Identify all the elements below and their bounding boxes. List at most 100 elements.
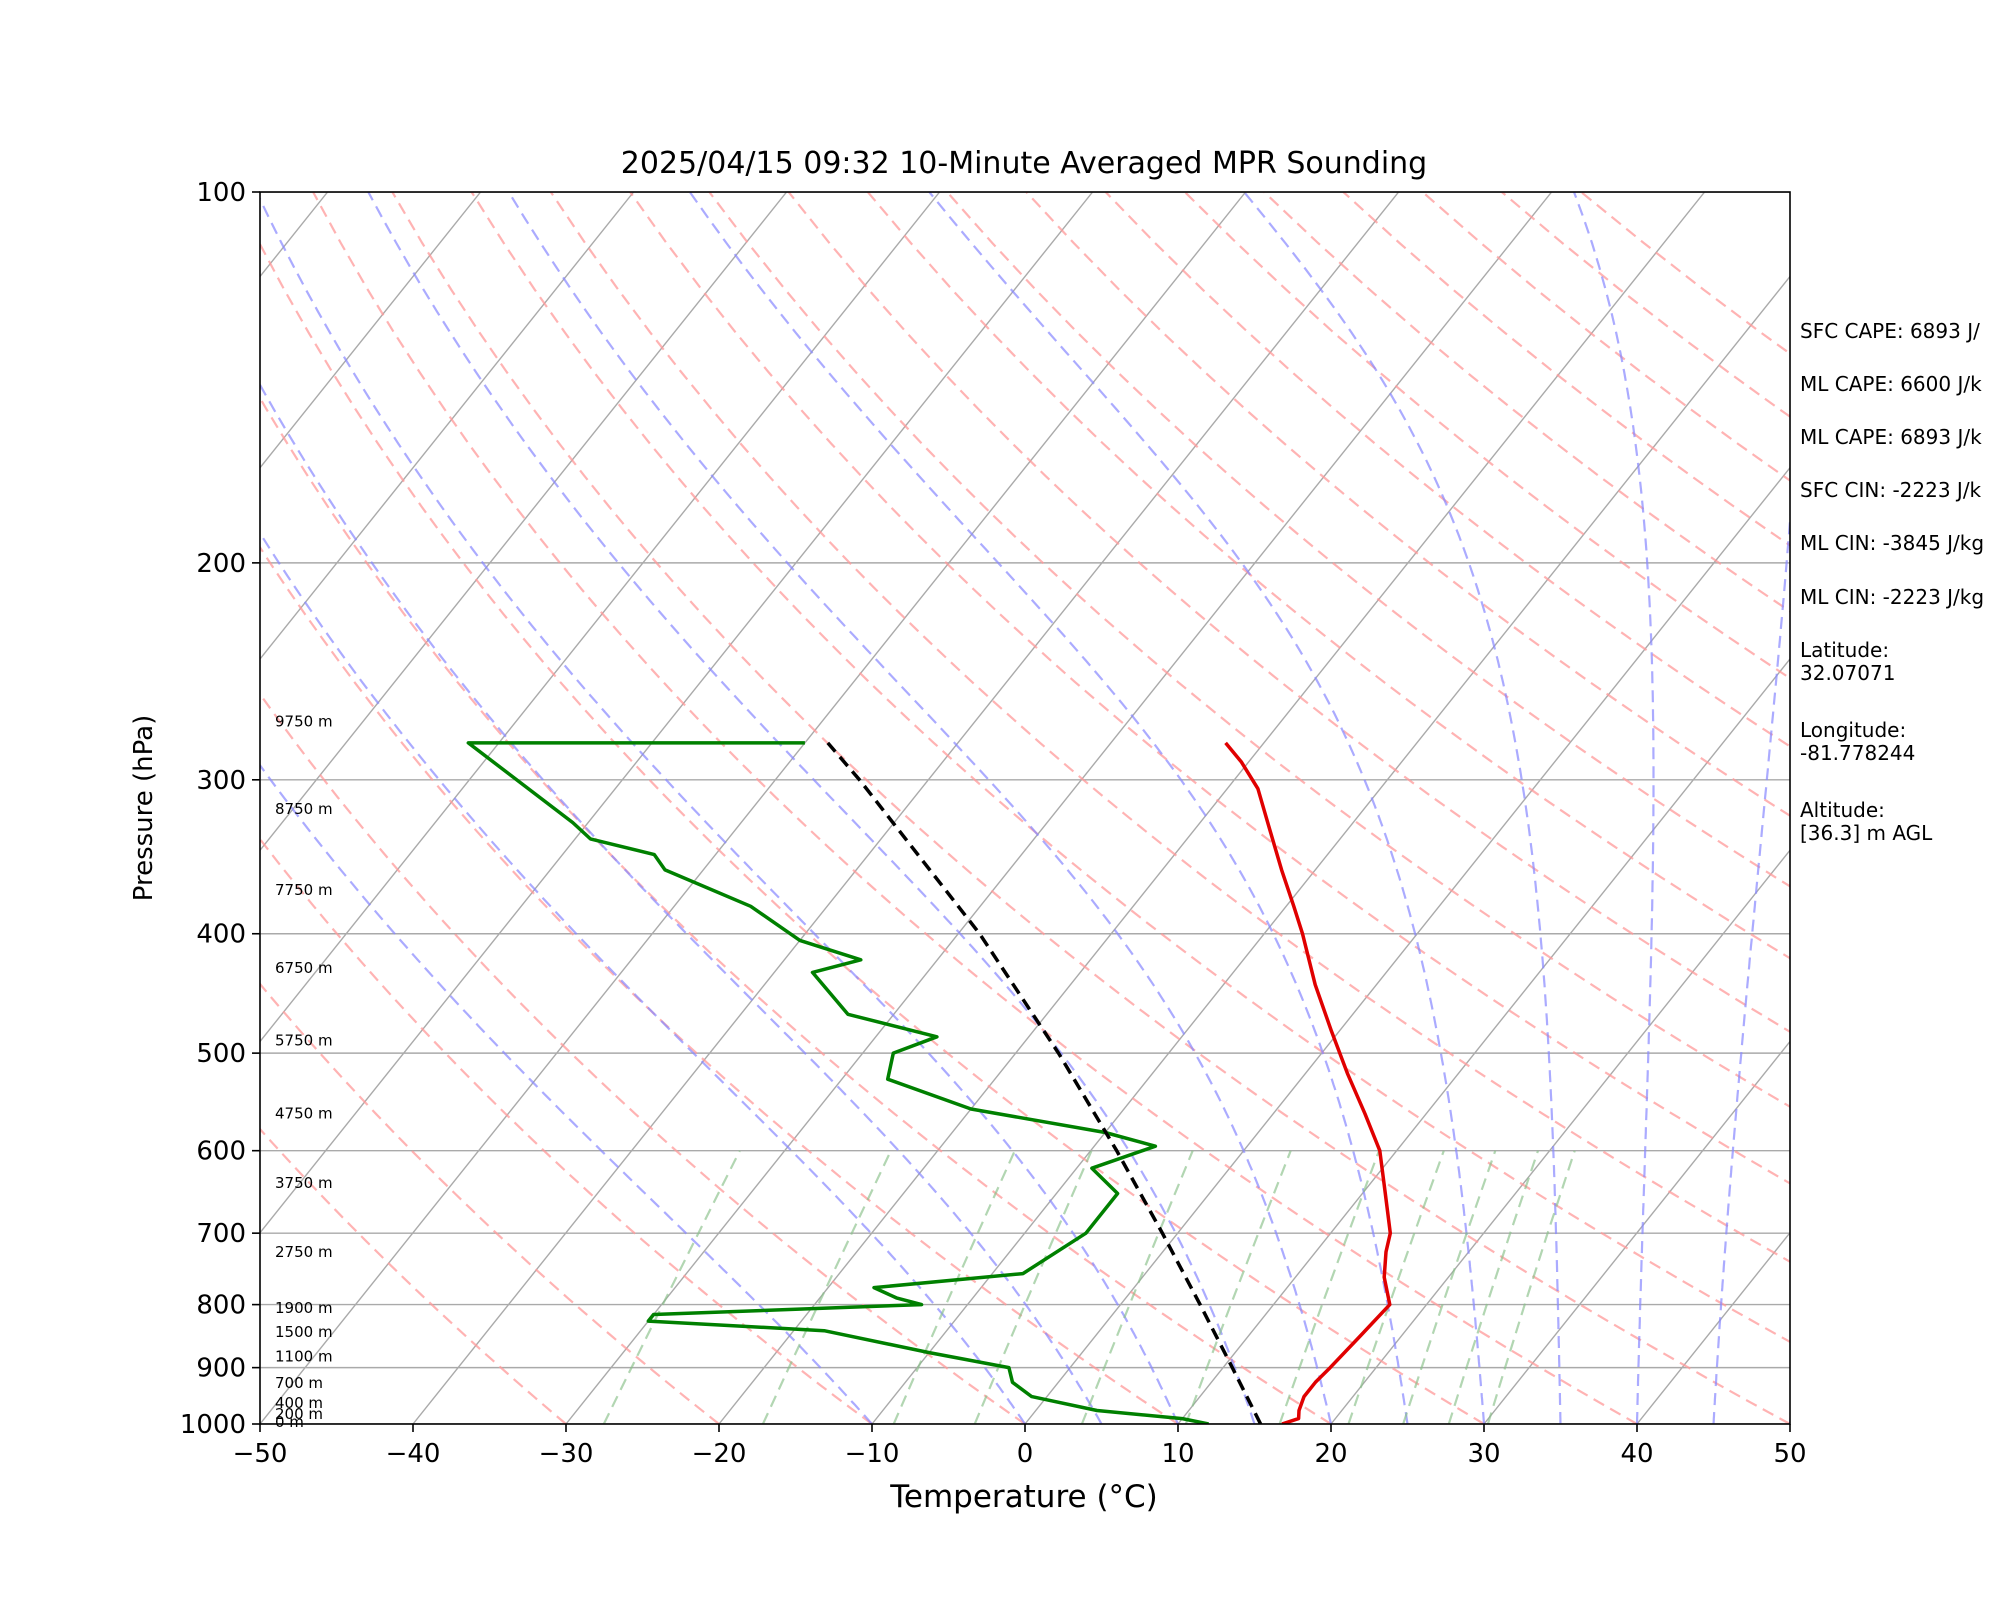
data-lines <box>466 741 1393 1424</box>
chart-title: 2025/04/15 09:32 10-Minute Averaged MPR … <box>621 146 1427 181</box>
moist-adiabat-line <box>1572 192 1655 1424</box>
y-tick-label: 400 <box>196 920 246 950</box>
sounding-annotation: SFC CAPE: 6893 J/ <box>1800 319 1980 343</box>
height-label: 2750 m <box>275 1243 333 1261</box>
sounding-annotation: ML CAPE: 6893 J/k <box>1800 425 1982 449</box>
moist-adiabat-line <box>928 192 1486 1424</box>
y-axis-label: Pressure (hPa) <box>129 715 159 902</box>
mixing-ratio-line <box>1184 1150 1292 1424</box>
y-tick-label: 300 <box>196 766 246 796</box>
isotherm-line <box>565 192 1553 1424</box>
y-tick-label: 700 <box>196 1219 246 1249</box>
x-tick-label: −20 <box>692 1439 747 1469</box>
moist-adiabat-line <box>1712 507 1790 1424</box>
height-label: 400 m <box>275 1394 323 1412</box>
sounding-annotation: SFC CIN: -2223 J/k <box>1800 478 1982 502</box>
x-tick-label: 30 <box>1467 1439 1500 1469</box>
height-label: 3750 m <box>275 1174 333 1192</box>
y-tick-label: 500 <box>196 1039 246 1069</box>
height-label: 9750 m <box>275 712 333 730</box>
sounding-annotation: Altitude: <box>1800 798 1885 822</box>
isotherm-line <box>260 192 788 852</box>
mixing-ratio-line <box>973 1150 1093 1424</box>
dry-adiabat-line <box>866 192 1790 960</box>
mixing-ratio-line <box>1347 1150 1445 1424</box>
isotherm-line <box>260 192 482 469</box>
dry-adiabat-line <box>260 241 1485 1424</box>
sounding-annotation: Longitude: <box>1800 718 1906 742</box>
dry-adiabat-line <box>260 982 720 1424</box>
moist-adiabat-line <box>260 763 873 1424</box>
moist-adiabat-line <box>260 382 1103 1424</box>
dry-adiabat-line <box>260 395 1332 1424</box>
height-label: 700 m <box>275 1374 323 1392</box>
isotherm-line <box>412 192 1400 1424</box>
x-tick-label: −40 <box>386 1439 441 1469</box>
moist-adiabat-line <box>260 196 1180 1424</box>
height-label: 4750 m <box>275 1105 333 1123</box>
isotherm-line <box>718 192 1706 1424</box>
background-lines <box>260 192 1790 1424</box>
parcel-profile-line <box>826 741 1263 1424</box>
mixing-ratio-line <box>602 1150 741 1424</box>
moist-adiabat-line <box>260 531 1026 1424</box>
mixing-ratio-line <box>1278 1150 1381 1424</box>
isotherm-line <box>1330 849 1790 1424</box>
isotherm-line <box>260 192 1247 1424</box>
temperature-profile-line <box>1224 741 1393 1424</box>
x-tick-label: 40 <box>1620 1439 1653 1469</box>
height-label: 1500 m <box>275 1323 333 1341</box>
sounding-annotation: Latitude: <box>1800 638 1889 662</box>
height-label: 0 m <box>275 1413 304 1431</box>
x-axis-label: Temperature (°C) <box>889 1479 1158 1515</box>
height-label: 1100 m <box>275 1348 333 1366</box>
x-tick-label: 10 <box>1161 1439 1194 1469</box>
dry-adiabat-line <box>1104 192 1790 748</box>
sounding-annotation: ML CIN: -3845 J/kg <box>1800 531 1984 555</box>
x-tick-label: 50 <box>1773 1439 1806 1469</box>
height-label: 8750 m <box>275 800 333 818</box>
y-tick-label: 1000 <box>180 1410 246 1440</box>
dry-adiabat-line <box>260 545 1179 1424</box>
dry-adiabat-line <box>470 192 1790 1344</box>
dry-adiabat-line <box>629 192 1790 1185</box>
y-tick-label: 900 <box>196 1354 246 1384</box>
x-tick-label: −50 <box>233 1439 288 1469</box>
y-tick-label: 200 <box>196 549 246 579</box>
y-tick-label: 600 <box>196 1137 246 1167</box>
moist-adiabat-line <box>688 192 1409 1424</box>
sounding-annotation: ML CAPE: 6600 J/k <box>1800 372 1982 396</box>
isotherm-line <box>260 192 1094 1234</box>
axis-ticks: −50 −40 −30 −20 −10 0 10 20 30 40 50 100 200 300 400 50… <box>180 178 1807 1469</box>
isotherm-line <box>260 192 941 1043</box>
mixing-ratio-line <box>1486 1150 1576 1424</box>
height-label: 200 m <box>275 1405 323 1423</box>
sounding-annotation: -81.778244 <box>1800 741 1915 765</box>
y-tick-label: 800 <box>196 1291 246 1321</box>
x-tick-label: −10 <box>845 1439 900 1469</box>
x-tick-label: 20 <box>1314 1439 1347 1469</box>
y-tick-label: 100 <box>196 178 246 208</box>
dry-adiabat-line <box>312 192 1638 1424</box>
mixing-ratio-line <box>892 1150 1016 1424</box>
dewpoint-profile-line <box>466 741 1209 1424</box>
mixing-ratio-line <box>1447 1150 1540 1424</box>
moist-adiabat-line <box>367 192 1256 1424</box>
sounding-annotation: ML CIN: -2223 J/kg <box>1800 585 1984 609</box>
dry-adiabat-line <box>391 192 1790 1424</box>
height-label: 5750 m <box>275 1031 333 1049</box>
isotherm-line <box>1177 657 1790 1424</box>
sounding-annotation: [36.3] m AGL <box>1800 821 1933 845</box>
sounding-indices: SFC CAPE: 6893 J/ML CAPE: 6600 J/k ML CAP… <box>1800 319 1984 845</box>
sounding-annotation: 32.07071 <box>1800 661 1895 685</box>
mixing-ratio-line <box>1080 1150 1194 1424</box>
mixing-ratio-line <box>1402 1150 1497 1424</box>
dry-adiabat-line <box>708 192 1790 1109</box>
isotherm-line <box>1483 1040 1790 1424</box>
isotherm-line <box>871 275 1790 1424</box>
isotherm-line <box>1024 466 1790 1424</box>
mixing-ratio-line <box>761 1150 892 1424</box>
x-tick-label: 0 <box>1017 1439 1034 1469</box>
